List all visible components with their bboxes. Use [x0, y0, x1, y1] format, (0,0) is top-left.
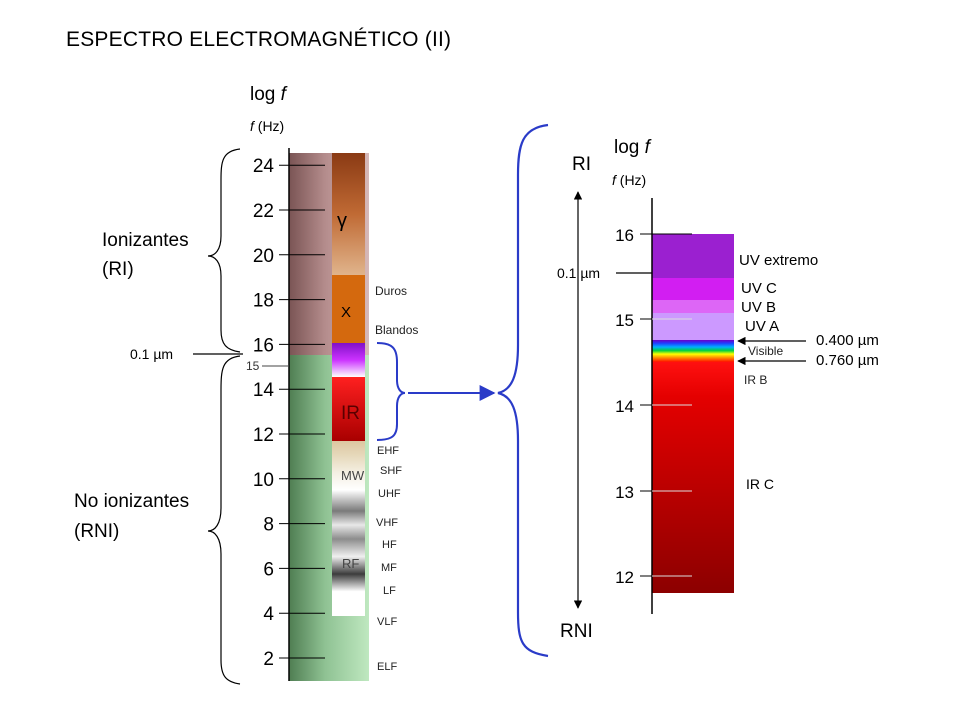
radio-band [332, 441, 365, 616]
left-tick-label: 6 [263, 559, 274, 580]
uv-a-band [652, 313, 734, 340]
gamma-band [332, 153, 365, 275]
right-tick-label: 14 [615, 397, 634, 416]
band-uv-a: UV A [745, 318, 779, 335]
nonionizing-label-1: No ionizantes [74, 491, 189, 512]
mw-label: MW [341, 468, 365, 483]
left-spectrum: log f f (Hz) γ X IR MW RF 24681012141618… [74, 84, 496, 685]
uv-extreme-band [652, 234, 734, 278]
band-ir-c: IR C [746, 476, 774, 492]
rni-label: RNI [560, 621, 593, 642]
radio-label-elf: ELF [377, 661, 397, 673]
left-tick-label: 14 [253, 380, 275, 401]
radio-label-vlf: VLF [377, 616, 397, 628]
xray-soft-label: Blandos [375, 323, 418, 337]
uv-b-band [652, 300, 734, 313]
left-tick-label: 12 [253, 425, 274, 446]
xray-hard-label: Duros [375, 284, 407, 298]
left-tick-label: 22 [253, 201, 274, 222]
left-tick-15: 15 [246, 359, 260, 373]
radio-sublabels: EHF SHF UHF VHF HF MF LF VLF ELF [376, 445, 402, 673]
page-title: ESPECTRO ELECTROMAGNÉTICO (II) [66, 28, 452, 51]
radio-label-lf: LF [383, 585, 396, 597]
ir-band [332, 377, 365, 441]
right-tick-label: 13 [615, 483, 634, 502]
band-uv-extreme: UV extremo [739, 252, 818, 269]
band-uv-c: UV C [741, 280, 777, 297]
radio-label-mf: MF [381, 562, 397, 574]
left-tick-label: 18 [253, 291, 274, 312]
left-tick-label: 8 [263, 515, 274, 536]
visible-limit-400: 0.400 µm [816, 332, 879, 349]
right-tick-label: 16 [615, 226, 634, 245]
radio-label-uhf: UHF [378, 488, 401, 500]
nonionizing-brace [207, 355, 241, 685]
ri-label: RI [572, 154, 591, 175]
radio-label-hf: HF [382, 539, 397, 551]
expansion-brace [497, 123, 549, 658]
rf-label: RF [342, 556, 359, 571]
radio-label-shf: SHF [380, 465, 402, 477]
right-spectrum: log f f (Hz) RI RNI 0.1 µm 12 13 14 15 16 UV… [557, 137, 879, 642]
radio-label-ehf: EHF [377, 445, 399, 457]
uv-band [332, 343, 365, 377]
ionizing-label-1: Ionizantes [102, 230, 189, 251]
nonionizing-label-2: (RNI) [74, 521, 119, 542]
radio-label-vhf: VHF [376, 517, 398, 529]
ir-band-right [652, 362, 734, 593]
left-tick-label: 16 [253, 335, 274, 356]
gamma-label: γ [337, 210, 347, 232]
left-tick-label: 10 [253, 470, 274, 491]
left-axis-label: log f [250, 84, 288, 105]
uv-c-band [652, 278, 734, 300]
left-wavelength-marker: 0.1 µm [130, 346, 173, 362]
band-uv-b: UV B [741, 299, 776, 316]
xray-band [332, 275, 365, 343]
right-wavelength-marker: 0.1 µm [557, 265, 600, 281]
left-unit-label: f (Hz) [250, 118, 284, 134]
ir-label: IR [341, 403, 360, 424]
left-tick-label: 24 [253, 156, 275, 177]
right-ticks: 12 13 14 15 16 [615, 226, 692, 587]
right-tick-label: 15 [615, 311, 634, 330]
left-tick-label: 20 [253, 246, 274, 267]
ionizing-brace [207, 148, 241, 353]
right-tick-label: 12 [615, 568, 634, 587]
band-visible: Visible [748, 344, 783, 358]
left-tick-label: 2 [263, 649, 274, 670]
xray-label: X [341, 304, 351, 321]
right-unit-label: f (Hz) [612, 172, 646, 188]
band-ir-b: IR B [744, 373, 767, 387]
visible-limit-760: 0.760 µm [816, 352, 879, 369]
ionizing-label-2: (RI) [102, 259, 134, 280]
visible-band [652, 340, 734, 362]
left-tick-label: 4 [263, 604, 274, 625]
right-axis-label: log f [614, 137, 652, 158]
zoom-bracket [376, 342, 406, 441]
